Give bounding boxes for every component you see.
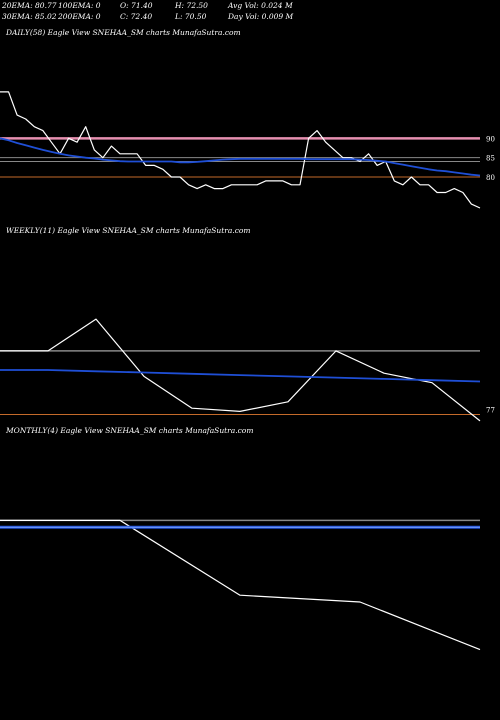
daily-y-tick-label: 80 [486, 174, 495, 182]
weekly-price-series-line [0, 318, 481, 422]
header-avgvol: Avg Vol: 0.024 M [228, 1, 293, 10]
header-ema20: 20EMA: 80.77 [2, 1, 57, 10]
weekly-panel-title: WEEKLY(11) Eagle View SNEHAA_SM charts M… [6, 226, 251, 235]
header-low: L: 70.50 [175, 12, 207, 21]
header-ema30: 30EMA: 85.02 [2, 12, 57, 21]
header-dayvol: Day Vol: 0.009 M [228, 12, 294, 21]
weekly-ema-series-line [0, 369, 481, 383]
header-ema200: 200EMA: 0 [58, 12, 101, 21]
daily-panel-title: DAILY(58) Eagle View SNEHAA_SM charts Mu… [6, 28, 241, 37]
daily-y-tick-label: 90 [486, 135, 495, 143]
header-ema100: 100EMA: 0 [58, 1, 101, 10]
daily-price-series-line [0, 91, 481, 209]
weekly-y-tick-label: 77 [486, 407, 495, 415]
daily-y-tick-label: 85 [486, 155, 495, 163]
monthly-price-series-line [0, 519, 481, 651]
header-close: C: 72.40 [120, 12, 153, 21]
monthly-panel-title: MONTHLY(4) Eagle View SNEHAA_SM charts M… [6, 426, 254, 435]
header-open: O: 71.40 [120, 1, 153, 10]
header-high: H: 72.50 [175, 1, 208, 10]
daily-ema-series-line [0, 137, 481, 177]
